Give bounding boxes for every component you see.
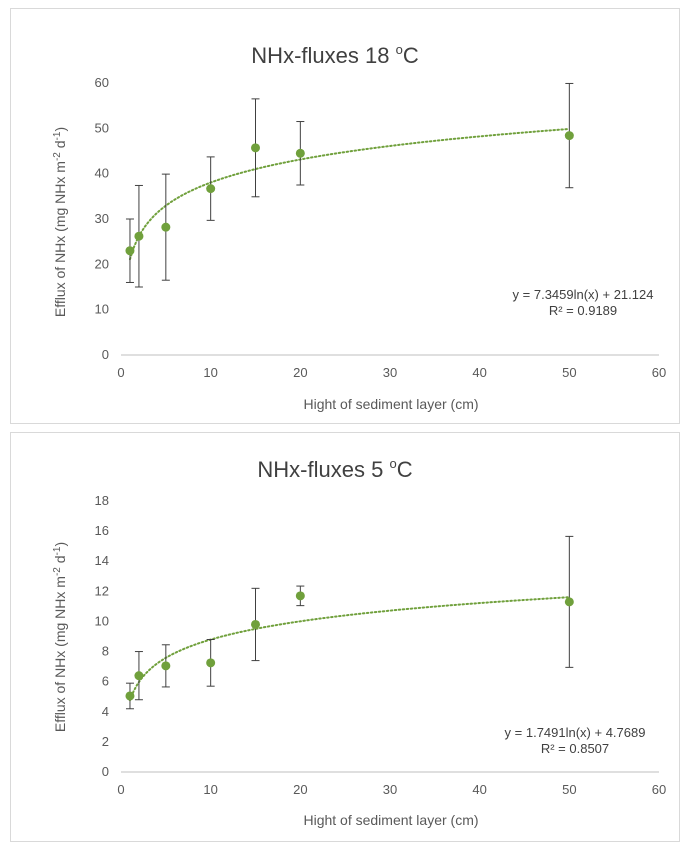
x-tick-label: 0 xyxy=(117,365,124,380)
x-tick-label: 50 xyxy=(562,782,576,797)
x-tick-label: 20 xyxy=(293,365,307,380)
data-point xyxy=(134,671,144,681)
x-tick-label: 40 xyxy=(472,782,486,797)
y-tick-label: 20 xyxy=(95,256,109,271)
x-axis-label: Hight of sediment layer (cm) xyxy=(303,812,478,828)
data-point xyxy=(206,658,216,668)
x-tick-label: 30 xyxy=(383,365,397,380)
y-tick-label: 40 xyxy=(95,166,109,181)
trend-equation: y = 1.7491ln(x) + 4.7689 xyxy=(505,725,646,740)
x-tick-label: 20 xyxy=(293,782,307,797)
chart-18c: NHx-fluxes 18 oC 0 10 20 30 40 50 60 0 10 20 30 40 5… xyxy=(52,42,666,412)
y-tick-label: 30 xyxy=(95,211,109,226)
y-tick-label: 12 xyxy=(95,583,109,598)
data-point xyxy=(295,591,305,601)
chart-title: NHx-fluxes 5 oC xyxy=(257,456,412,482)
x-tick-label: 10 xyxy=(203,365,217,380)
chart-5c: NHx-fluxes 5 oC 0 10 20 30 40 50 60 0 2 4 6 8 10 12 14… xyxy=(52,456,666,828)
chart-panel-18c: NHx-fluxes 18 oC 0 10 20 30 40 50 60 0 10 20 30 40 5… xyxy=(10,8,680,424)
data-point xyxy=(161,661,171,671)
data-point xyxy=(125,691,135,701)
data-point xyxy=(251,143,260,153)
x-tick-label: 30 xyxy=(383,782,397,797)
trendline xyxy=(128,127,571,261)
y-tick-label: 16 xyxy=(95,523,109,538)
x-tick-label: 40 xyxy=(472,365,486,380)
data-point xyxy=(206,184,216,194)
y-tick-label: 6 xyxy=(102,674,109,689)
y-tick-label: 2 xyxy=(102,734,109,749)
y-axis-label: Efflux of NHx (mg NHx m-2 d-1) xyxy=(52,127,68,317)
chart-panel-5c: NHx-fluxes 5 oC 0 10 20 30 40 50 60 0 2 4 6 8 10 12 14… xyxy=(10,432,680,842)
y-tick-label: 10 xyxy=(95,302,109,317)
x-tick-label: 60 xyxy=(652,365,666,380)
y-tick-label: 0 xyxy=(102,347,109,362)
data-point xyxy=(125,246,135,256)
data-point xyxy=(564,597,574,607)
x-tick-label: 0 xyxy=(117,782,124,797)
data-point xyxy=(134,231,144,241)
trendline xyxy=(128,596,571,702)
data-point xyxy=(161,222,171,232)
y-tick-label: 8 xyxy=(102,644,109,659)
y-tick-label: 18 xyxy=(95,493,109,508)
y-tick-label: 4 xyxy=(102,704,109,719)
y-tick-label: 14 xyxy=(95,553,109,568)
x-tick-label: 60 xyxy=(652,782,666,797)
chart-title: NHx-fluxes 18 oC xyxy=(251,42,419,68)
r-squared: R² = 0.9189 xyxy=(549,303,617,318)
r-squared: R² = 0.8507 xyxy=(541,741,609,756)
y-tick-label: 0 xyxy=(102,764,109,779)
data-point xyxy=(564,131,574,141)
y-tick-label: 10 xyxy=(95,613,109,628)
trend-equation: y = 7.3459ln(x) + 21.124 xyxy=(513,287,654,302)
x-tick-label: 10 xyxy=(203,782,217,797)
y-tick-label: 60 xyxy=(95,75,109,90)
data-point xyxy=(295,148,305,158)
y-axis-label: Efflux of NHx (mg NHx m-2 d-1) xyxy=(52,542,68,732)
x-tick-label: 50 xyxy=(562,365,576,380)
data-point xyxy=(251,619,260,629)
y-tick-label: 50 xyxy=(95,120,109,135)
x-axis-label: Hight of sediment layer (cm) xyxy=(303,396,478,412)
